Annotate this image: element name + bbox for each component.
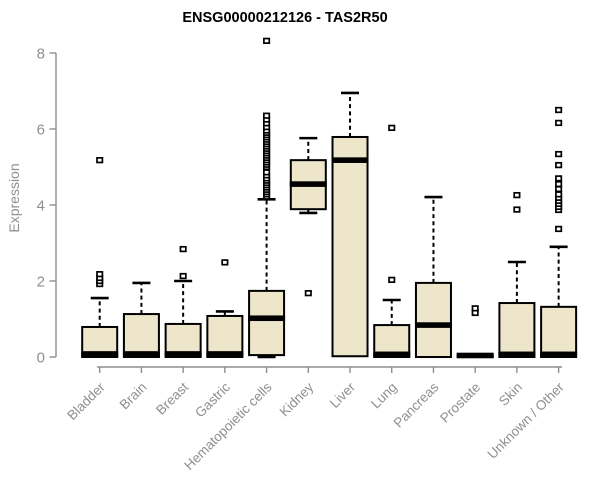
median-bar <box>206 351 244 357</box>
box-breast <box>164 245 202 359</box>
box-liver <box>331 91 369 358</box>
outlier-point <box>263 112 271 119</box>
outlier-point <box>179 245 187 253</box>
x-tick-label: Liver <box>327 379 359 411</box>
median-bar <box>456 352 494 359</box>
outlier-point <box>555 150 563 158</box>
x-tick-label: Prostate <box>437 380 483 426</box>
outlier-point <box>555 161 563 169</box>
outlier-point <box>263 37 271 44</box>
y-tick-label: 8 <box>37 46 45 63</box>
box-kidney <box>289 136 327 297</box>
outlier-point <box>513 206 521 213</box>
box-body <box>540 305 578 358</box>
median-bar <box>331 157 369 163</box>
median-bar <box>289 181 327 187</box>
outlier-point <box>555 106 563 114</box>
box-brain <box>122 281 160 358</box>
outlier-point <box>263 169 271 176</box>
median-bar <box>540 351 578 358</box>
box-skin <box>498 191 536 359</box>
outlier-point <box>304 290 312 297</box>
median-bar <box>414 322 452 328</box>
outlier-point <box>555 180 563 188</box>
outlier-point <box>221 259 229 266</box>
median-bar <box>248 315 286 322</box>
box-gastric <box>206 259 244 358</box>
box-body <box>248 289 286 357</box>
outlier-point <box>555 225 563 233</box>
box-hematopoietic-cells <box>248 37 286 359</box>
x-tick-label: Pancreas <box>391 379 442 430</box>
median-bar <box>122 351 160 357</box>
outlier-point <box>555 175 563 182</box>
box-body <box>122 313 160 358</box>
x-tick-label: Gastric <box>192 379 233 420</box>
x-tick-label: Kidney <box>277 379 317 419</box>
x-tick-label: Lung <box>368 380 400 412</box>
outlier-point <box>555 191 563 198</box>
y-tick-label: 0 <box>37 350 45 367</box>
outlier-point <box>555 185 563 193</box>
box-prostate <box>456 305 494 359</box>
boxes-layer <box>81 37 578 359</box>
x-tick-label: Brain <box>117 380 150 413</box>
y-tick-label: 2 <box>37 274 45 291</box>
x-tick-label: Skin <box>496 380 525 409</box>
outlier-point <box>555 119 563 127</box>
y-axis-label: Expression <box>6 163 22 232</box>
median-bar <box>81 351 119 357</box>
box-body <box>414 281 452 358</box>
box-unknown-other <box>540 106 578 358</box>
box-bladder <box>81 157 119 359</box>
box-pancreas <box>414 195 452 358</box>
outlier-point <box>96 157 104 164</box>
outlier-point <box>388 276 396 284</box>
x-tick-label: Unknown / Other <box>485 379 568 462</box>
outlier-point <box>513 191 521 199</box>
median-bar <box>164 351 202 357</box>
y-tick-label: 4 <box>37 198 45 215</box>
chart-title: ENSG00000212126 - TAS2R50 <box>182 10 387 26</box>
outlier-point <box>388 124 396 132</box>
x-tick-label: Breast <box>153 379 191 417</box>
box-lung <box>373 124 411 358</box>
box-body <box>498 302 536 359</box>
y-axis: 0 2 4 6 8 <box>37 46 57 367</box>
y-tick-label: 6 <box>37 122 45 139</box>
outlier-point <box>471 305 479 312</box>
outlier-point <box>96 271 104 278</box>
box-body <box>331 135 369 358</box>
median-bar <box>373 351 411 358</box>
outlier-point <box>179 272 187 280</box>
median-bar <box>498 351 536 358</box>
x-tick-label: Bladder <box>64 379 108 423</box>
box-body <box>206 314 244 358</box>
